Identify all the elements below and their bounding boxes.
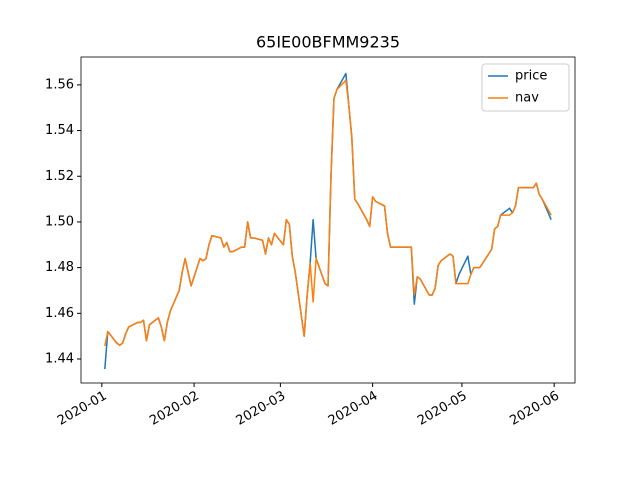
legend-label: nav bbox=[515, 91, 539, 106]
y-tick-label: 1.46 bbox=[45, 306, 74, 321]
line-series bbox=[104, 72, 552, 370]
x-tick-label: 2020-05 bbox=[415, 389, 470, 429]
y-tick-label: 1.48 bbox=[45, 260, 74, 275]
y-tick-label: 1.54 bbox=[45, 123, 74, 138]
x-tick-label: 2020-04 bbox=[326, 389, 381, 429]
x-tick-label: 2020-01 bbox=[55, 389, 110, 429]
legend-label: price bbox=[515, 69, 547, 84]
y-tick-label: 1.56 bbox=[45, 77, 74, 92]
x-tick-label: 2020-03 bbox=[234, 389, 289, 429]
line-series bbox=[104, 79, 552, 347]
y-tick-label: 1.52 bbox=[45, 169, 74, 184]
legend: price nav bbox=[481, 63, 570, 112]
axes-frame bbox=[80, 56, 576, 384]
y-tick-label: 1.44 bbox=[45, 352, 74, 367]
x-tick-label: 2020-06 bbox=[507, 389, 562, 429]
y-tick-label: 1.50 bbox=[45, 214, 74, 229]
chart-title: 65IE00BFMM9235 bbox=[256, 33, 400, 52]
x-tick-label: 2020-02 bbox=[147, 389, 202, 429]
